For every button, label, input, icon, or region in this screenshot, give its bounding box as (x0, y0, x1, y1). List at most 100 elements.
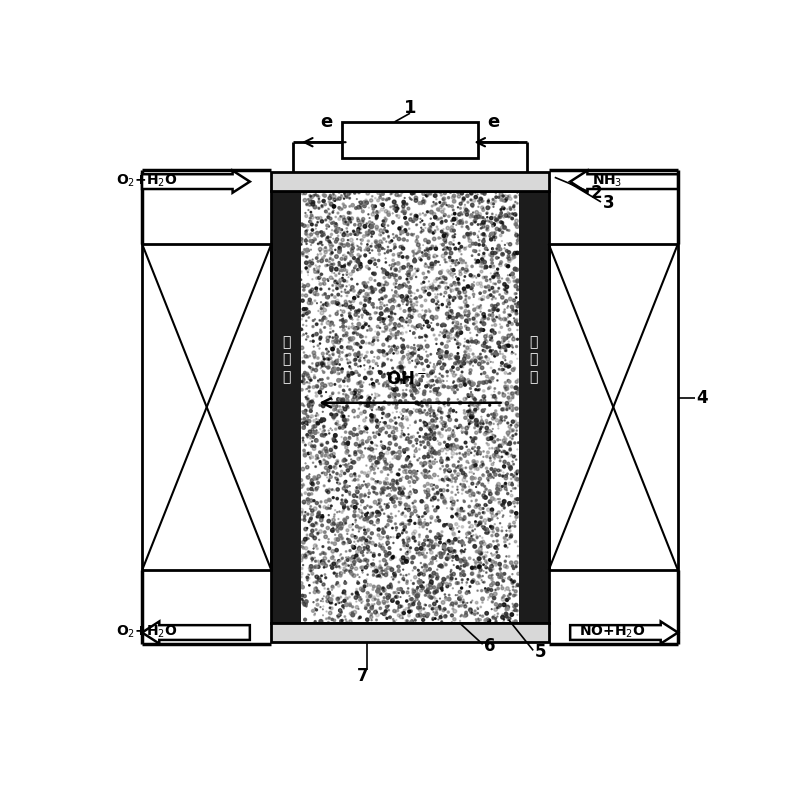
Circle shape (382, 427, 384, 430)
Circle shape (377, 191, 380, 194)
Circle shape (395, 515, 396, 517)
Circle shape (494, 273, 498, 276)
Circle shape (429, 605, 431, 607)
Circle shape (434, 558, 436, 559)
Circle shape (350, 506, 352, 507)
Circle shape (350, 290, 352, 291)
Circle shape (303, 418, 306, 422)
Circle shape (345, 480, 346, 482)
Circle shape (388, 386, 391, 390)
Circle shape (346, 302, 348, 303)
Circle shape (385, 610, 387, 613)
Circle shape (400, 253, 401, 254)
Circle shape (518, 442, 519, 443)
Circle shape (322, 194, 325, 196)
Circle shape (312, 482, 314, 486)
Circle shape (448, 247, 451, 250)
Circle shape (513, 567, 514, 570)
Circle shape (406, 285, 407, 287)
Circle shape (467, 531, 470, 534)
Circle shape (490, 526, 491, 527)
Circle shape (514, 512, 518, 515)
Circle shape (310, 240, 314, 243)
Circle shape (486, 296, 489, 298)
Circle shape (371, 378, 373, 380)
Circle shape (357, 478, 359, 481)
Circle shape (479, 358, 481, 360)
Circle shape (505, 350, 506, 351)
Circle shape (460, 446, 463, 450)
Circle shape (320, 288, 322, 290)
Circle shape (386, 384, 389, 386)
Circle shape (352, 300, 354, 302)
Circle shape (433, 213, 436, 216)
Circle shape (351, 611, 354, 614)
Circle shape (328, 593, 330, 594)
Circle shape (354, 560, 356, 563)
Circle shape (513, 589, 514, 590)
Circle shape (421, 552, 424, 555)
Circle shape (438, 210, 440, 211)
Circle shape (324, 473, 327, 475)
Circle shape (393, 573, 395, 574)
Circle shape (400, 230, 402, 233)
Circle shape (478, 328, 479, 330)
Circle shape (479, 583, 480, 584)
Circle shape (402, 344, 404, 346)
Circle shape (417, 479, 418, 481)
Circle shape (462, 198, 465, 202)
Circle shape (302, 600, 303, 601)
Circle shape (453, 223, 454, 225)
Circle shape (353, 297, 356, 300)
Circle shape (305, 420, 307, 423)
Circle shape (484, 350, 486, 352)
Circle shape (318, 362, 322, 366)
Circle shape (418, 542, 420, 543)
Circle shape (382, 543, 383, 545)
Circle shape (329, 218, 332, 220)
Circle shape (394, 596, 397, 598)
Circle shape (303, 603, 305, 605)
Circle shape (318, 451, 321, 454)
Circle shape (486, 226, 489, 228)
Circle shape (489, 350, 492, 353)
Circle shape (350, 217, 354, 220)
Circle shape (380, 302, 383, 305)
Circle shape (481, 258, 484, 261)
Circle shape (456, 343, 458, 345)
Circle shape (384, 269, 386, 270)
Circle shape (497, 290, 498, 292)
Circle shape (412, 470, 416, 474)
Circle shape (412, 220, 414, 222)
Circle shape (479, 618, 482, 621)
Circle shape (460, 220, 463, 223)
Circle shape (357, 514, 359, 517)
Circle shape (469, 395, 470, 396)
Circle shape (498, 488, 502, 491)
Circle shape (458, 590, 462, 594)
Circle shape (306, 579, 308, 581)
Circle shape (305, 250, 308, 253)
Circle shape (482, 474, 484, 476)
Circle shape (303, 405, 305, 406)
Circle shape (379, 290, 382, 293)
Circle shape (303, 452, 306, 455)
Circle shape (507, 473, 508, 474)
Circle shape (513, 206, 514, 208)
Circle shape (401, 332, 403, 334)
Circle shape (473, 341, 475, 343)
Circle shape (458, 597, 461, 600)
Circle shape (330, 332, 331, 334)
Circle shape (438, 433, 440, 434)
Circle shape (426, 354, 429, 357)
Circle shape (515, 407, 518, 410)
Circle shape (444, 277, 447, 280)
Circle shape (414, 601, 415, 602)
Circle shape (318, 560, 319, 562)
Circle shape (425, 340, 426, 341)
Circle shape (410, 516, 411, 518)
Circle shape (440, 459, 443, 462)
Circle shape (387, 402, 390, 406)
Circle shape (464, 474, 466, 476)
Circle shape (510, 455, 512, 457)
